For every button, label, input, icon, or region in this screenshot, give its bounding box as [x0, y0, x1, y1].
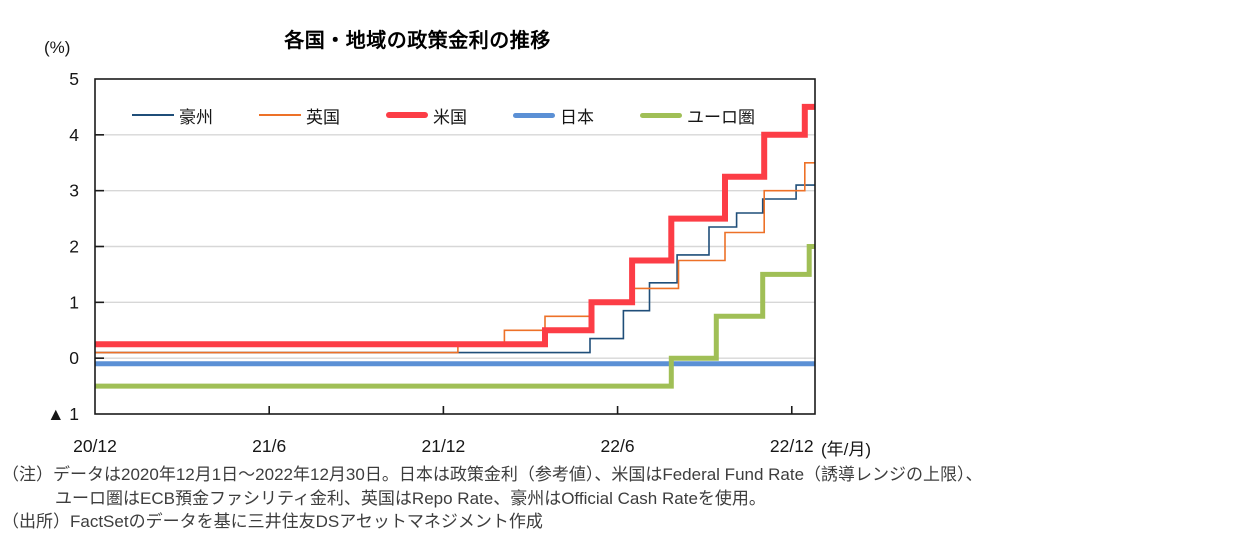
note-line-3: （出所）FactSetのデータを基に三井住友DSアセットマネジメント作成: [2, 512, 543, 531]
legend-label: 豪州: [179, 107, 213, 127]
chart-notes: （注）データは2020年12月1日～2022年12月30日。日本は政策金利（参考…: [2, 463, 1260, 534]
legend-item-australia: 豪州: [132, 103, 213, 128]
legend-item-japan: 日本: [513, 103, 594, 128]
y-tick-label-2: 2: [69, 237, 79, 257]
legend-line-swatch: [259, 114, 301, 116]
chart-legend: 豪州 英国 米国 日本 ユーロ圏: [132, 102, 755, 128]
series-line-australia: [95, 184, 815, 354]
legend-item-uk: 英国: [259, 103, 340, 128]
y-tick-label-0: 0: [69, 348, 79, 368]
x-tick-label-22/6: 22/6: [601, 436, 635, 456]
series-line-us: [95, 103, 815, 348]
legend-line-swatch: [132, 114, 174, 116]
chart-title: 各国・地域の政策金利の推移: [284, 30, 551, 52]
x-tick-label-22/12: 22/12: [770, 436, 814, 456]
note-line-2: ユーロ圏はECB預金ファシリティ金利、英国はRepo Rate、豪州はOffic…: [55, 488, 766, 508]
y-tick-label-4: 4: [69, 125, 79, 145]
y-axis-unit-label: (%): [44, 38, 71, 57]
policy-rate-chart: 5 4 3 2 1 0 ▲ 1 20/12 21/6 21/12 22/6 22/12: [47, 69, 816, 456]
legend-label: 日本: [560, 107, 594, 127]
y-tick-label-5: 5: [69, 69, 79, 89]
legend-line-swatch: [640, 112, 682, 118]
y-tick-label-3: 3: [69, 181, 79, 201]
note-line-1: （注）データは2020年12月1日～2022年12月30日。日本は政策金利（参考…: [2, 465, 983, 484]
legend-item-us: 米国: [386, 103, 467, 128]
legend-label: ユーロ圏: [687, 107, 755, 127]
series-line-eurozone: [95, 244, 815, 389]
legend-line-swatch: [513, 112, 555, 118]
x-tick-label-20/12: 20/12: [73, 436, 117, 456]
legend-label: 米国: [433, 107, 467, 127]
y-tick-label-1: 1: [69, 292, 79, 312]
legend-item-eurozone: ユーロ圏: [640, 103, 755, 128]
x-tick-label-21/12: 21/12: [421, 436, 465, 456]
legend-line-swatch: [386, 112, 428, 118]
x-axis-unit-label: (年/月): [821, 440, 872, 459]
x-tick-label-21/6: 21/6: [252, 436, 286, 456]
y-tick-label--1: ▲ 1: [47, 404, 79, 424]
legend-label: 英国: [306, 107, 340, 127]
